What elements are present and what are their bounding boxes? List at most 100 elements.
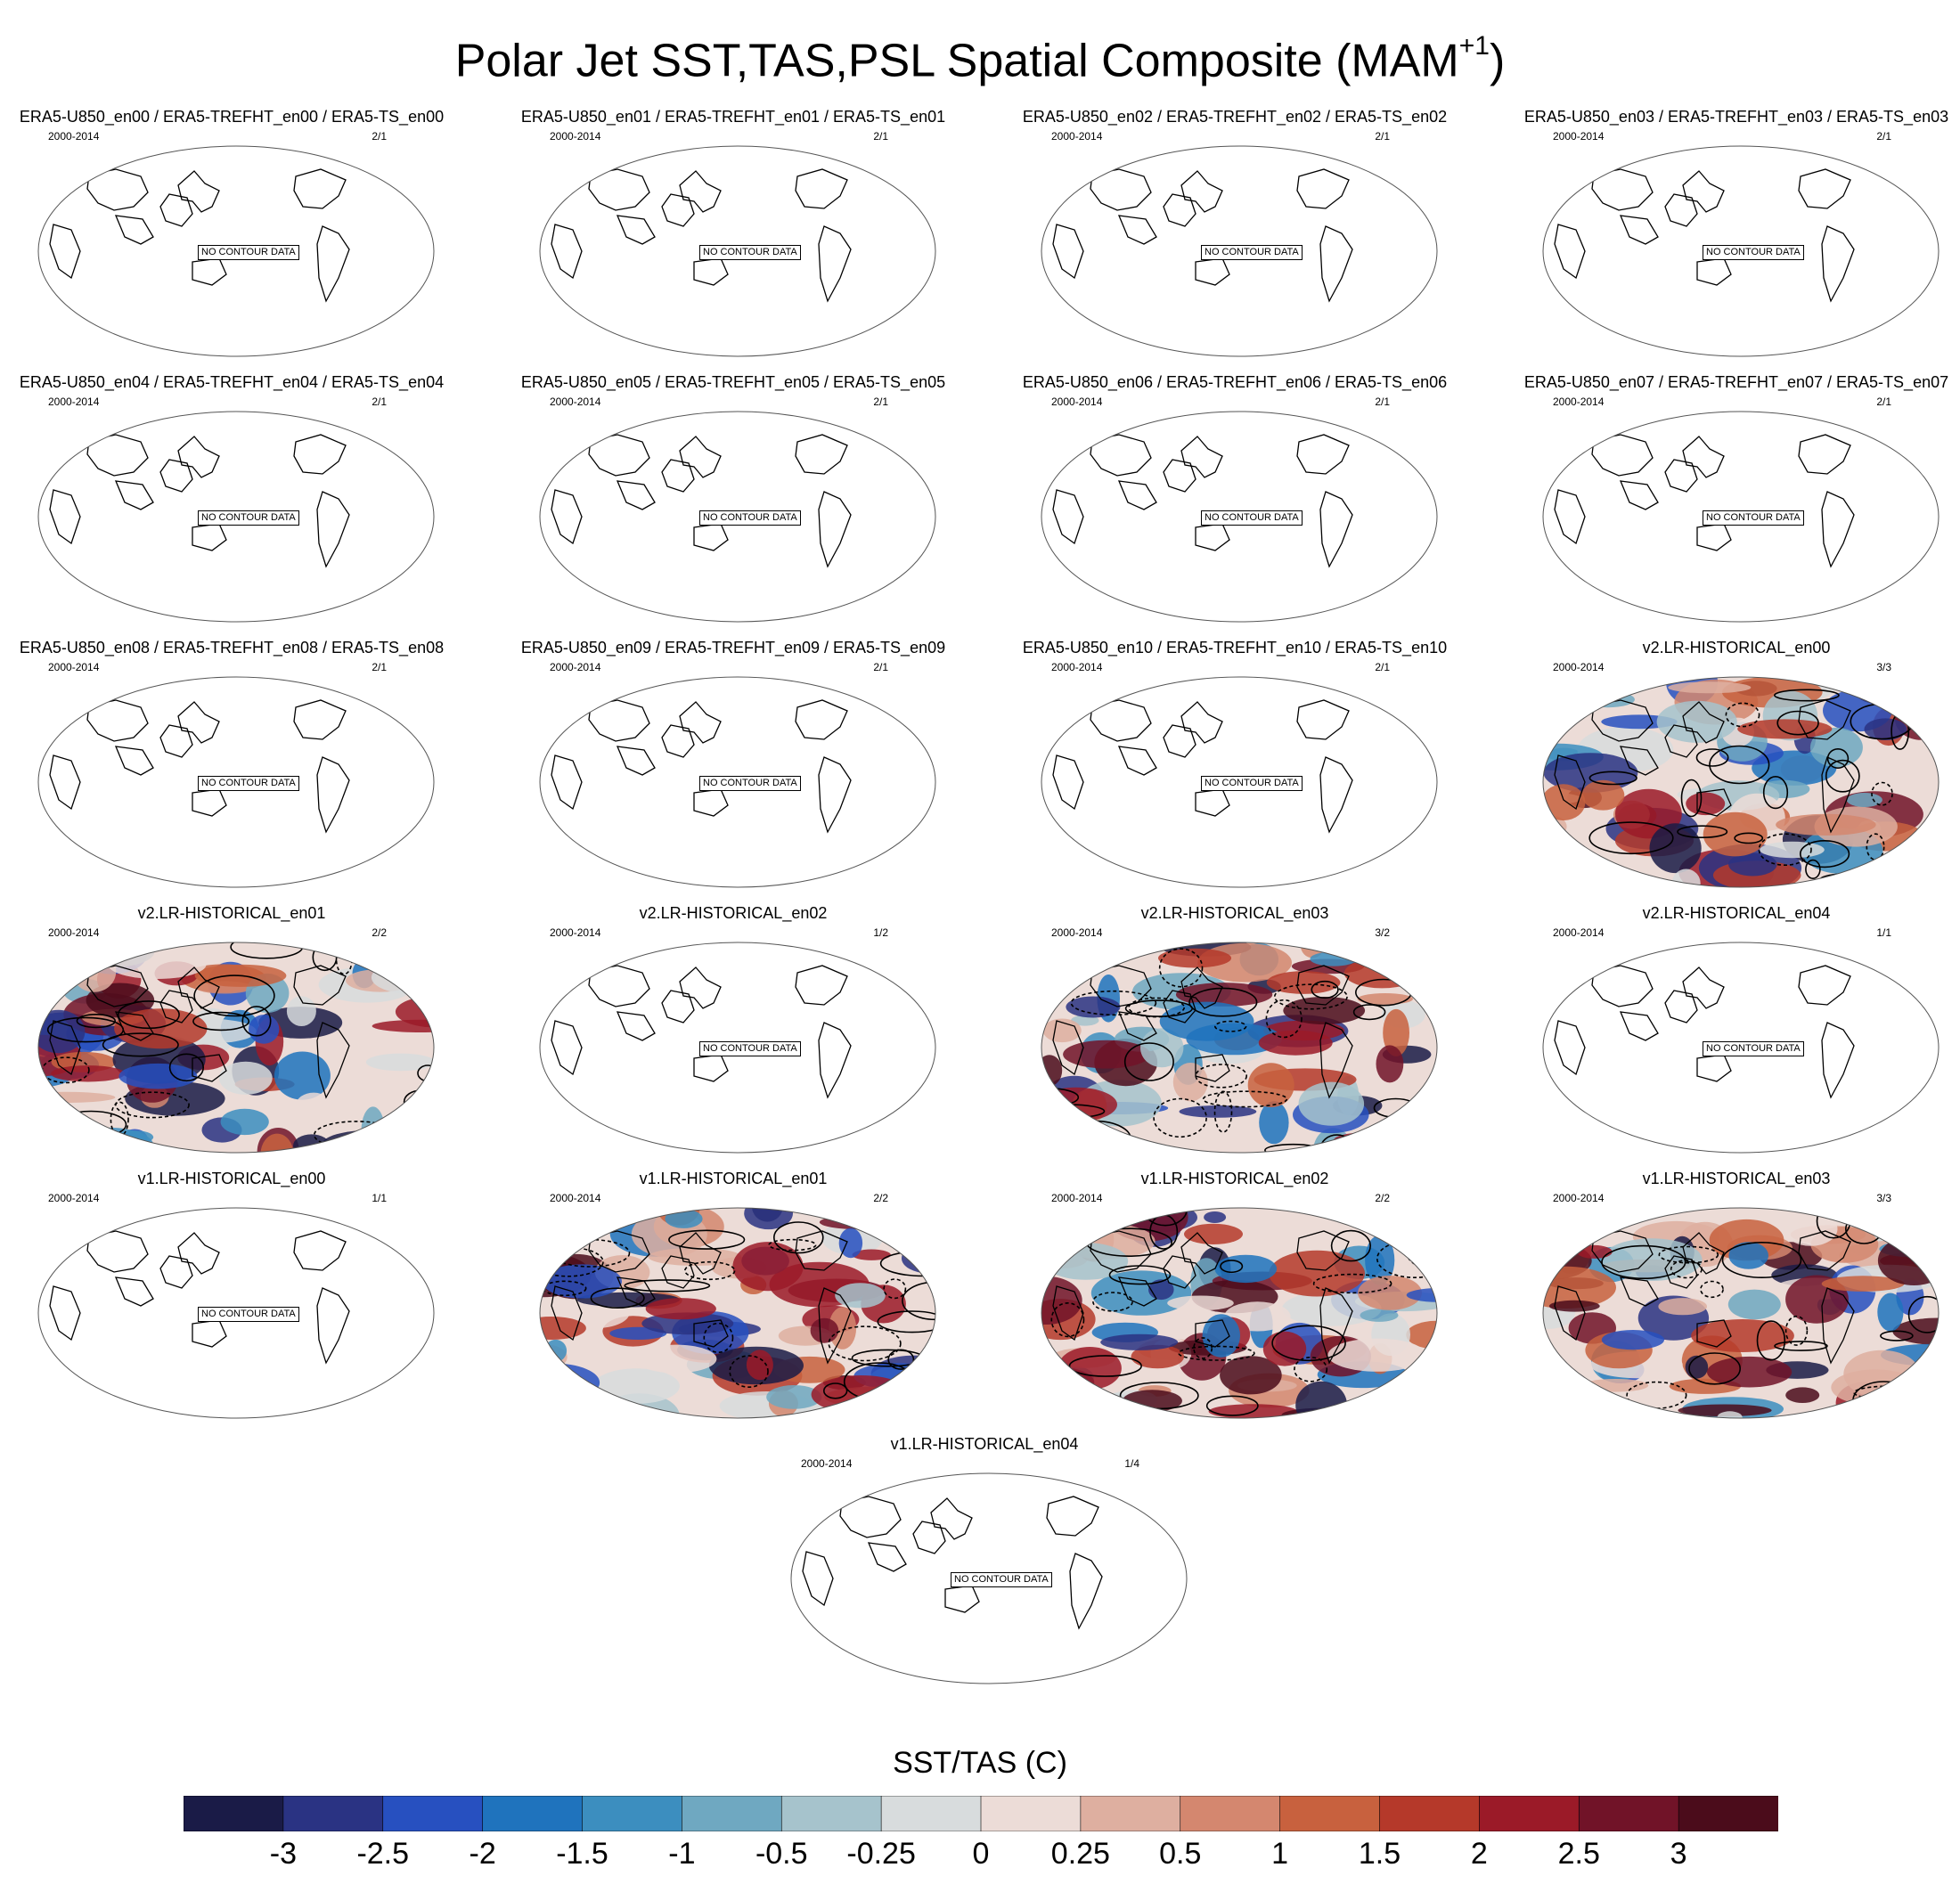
anomaly-patch [1877,1293,1904,1332]
anomaly-patch [51,1065,126,1082]
anomaly-patch [1383,1140,1437,1153]
coastline [551,224,583,280]
psl-contour [1709,745,1770,785]
psl-contour [1041,1216,1098,1244]
anomaly-patch [293,1134,331,1153]
anomaly-patch [852,1249,891,1260]
anomaly-patch [1411,1390,1437,1418]
coastline [1664,193,1698,227]
colorbar-labels: -3 -2.5 -2 -1.5 -1 -0.5 -0.25 0 0.25 0.5 1 1.5 2 2.5 3 [0,1837,1960,1881]
map-panel: ERA5-U850_en03 / ERA5-TREFHT_en03 / ERA5… [1514,107,1959,365]
anomaly-patch [1582,1379,1649,1392]
map-panel: ERA5-U850_en00 / ERA5-TREFHT_en00 / ERA5… [9,107,454,365]
no-contour-label: NO CONTOUR DATA [699,1041,801,1056]
anomaly-patch [1412,1373,1437,1418]
panel-years: 2000-2014 [48,1192,100,1204]
anomaly-patch [1548,1300,1600,1312]
coastline [588,965,650,1007]
anomaly-patch [53,1137,116,1153]
coastline [1821,225,1855,303]
anomaly-patch [1649,823,1702,874]
coastline [661,990,695,1023]
anomaly-patch [1378,942,1431,979]
anomaly-patch [1175,983,1273,1007]
coastline [316,1287,350,1365]
coastline [316,225,350,303]
coastline [192,788,227,817]
anomaly-patch [1809,727,1863,768]
psl-contour [1352,1004,1386,1021]
anomaly-patch [665,1209,703,1228]
robinson-map [1041,145,1438,357]
coastline [293,965,347,1006]
anomaly-patch [1204,1211,1227,1223]
panel-title: ERA5-U850_en01 / ERA5-TREFHT_en01 / ERA5… [520,108,946,126]
anomaly-patch [1409,1393,1433,1412]
coastline [818,1022,852,1099]
anomaly-patch [1685,1355,1709,1379]
map-panel: v1.LR-HISTORICAL_en00 2000-2014 1/1 NO CONT… [9,1169,454,1427]
anomaly-patch [914,1240,935,1274]
coastline [114,1276,154,1307]
coastline [693,523,729,551]
panel-ratio: 2/1 [873,130,888,143]
colorbar-swatch [1080,1796,1181,1831]
panel-years: 2000-2014 [1553,661,1605,673]
anomaly-patch [1262,1331,1307,1366]
panel-title: ERA5-U850_en07 / ERA5-TREFHT_en07 / ERA5… [1523,373,1949,391]
coastline [693,1054,729,1082]
anomaly-patch [866,1208,935,1221]
anomaly-patch [1678,1404,1772,1417]
anomaly-patch [107,950,207,979]
map-border [539,1207,936,1419]
map-border [1542,145,1940,357]
coastline [588,168,650,211]
coastline [1046,1496,1099,1537]
colorbar-swatch [1379,1796,1481,1831]
colorbar-tick-label: 1 [1271,1837,1289,1871]
coastline [1163,1255,1196,1289]
robinson-map [539,942,936,1154]
psl-contour [1554,1410,1578,1418]
coastline [1696,1054,1732,1082]
coastline [1619,1276,1659,1307]
coastline [1195,1054,1230,1082]
coastline [1664,1255,1698,1289]
anomaly-patch [1891,1378,1921,1418]
anomaly-patch [1656,700,1737,743]
anomaly-patch [1041,1276,1082,1325]
coastline [1696,1319,1732,1348]
coastline [1180,436,1223,478]
anomaly-patch [395,996,434,1028]
colorbar-tick-label: 0.25 [1050,1837,1110,1871]
anomaly-patch [220,1108,269,1136]
coastline [1117,480,1157,510]
anomaly-patch [1159,1001,1254,1041]
coastline [1554,224,1586,280]
anomaly-patch [1581,779,1625,811]
anomaly-patch [1071,1015,1099,1026]
anomaly-patch [1379,962,1437,975]
no-contour-label: NO CONTOUR DATA [1703,1041,1804,1056]
coastline [1821,1022,1855,1099]
no-contour-label: NO CONTOUR DATA [699,776,801,791]
anomaly-patch [1041,1209,1104,1236]
no-contour-label: NO CONTOUR DATA [699,510,801,526]
coastline [588,434,650,477]
map-border [539,411,936,623]
map-panel: v1.LR-HISTORICAL_en02 2000-2014 2/2 [1012,1169,1458,1427]
anomaly-patch [1247,1063,1294,1107]
coastline [1554,1020,1586,1076]
psl-contour [1188,987,1258,1017]
anomaly-patch [1907,1208,1939,1240]
panel-title: ERA5-U850_en09 / ERA5-TREFHT_en09 / ERA5… [520,639,946,656]
coastline [49,224,81,280]
anomaly-patch [1360,1309,1399,1322]
anomaly-patch [766,1385,822,1409]
coastline [1664,459,1698,493]
map-border [1041,942,1438,1154]
psl-contour [1695,748,1729,767]
coastline [1117,215,1157,245]
anomaly-patch [1042,1018,1082,1043]
map-panel: ERA5-U850_en04 / ERA5-TREFHT_en04 / ERA5… [9,372,454,631]
